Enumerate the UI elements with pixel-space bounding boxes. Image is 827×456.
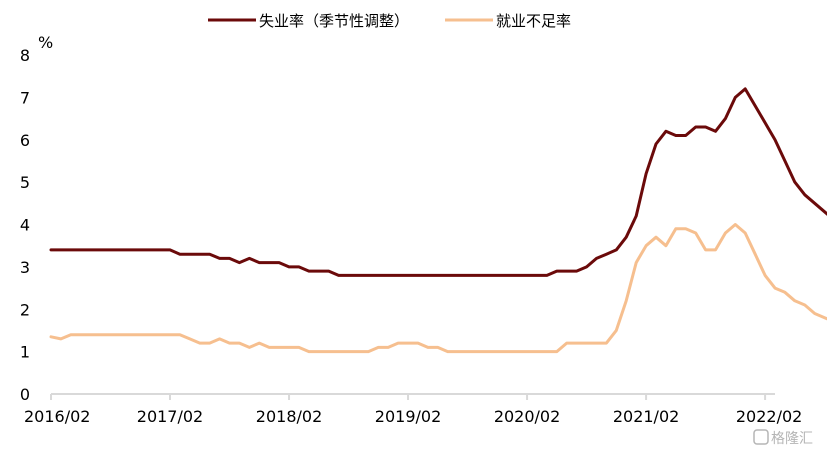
x-axis: 2016/02 2017/02 2018/02 2019/02 2020/02 2021/…: [24, 393, 802, 426]
series-line-underemployment: [49, 223, 827, 354]
y-tick-label: 7: [20, 88, 30, 107]
x-tick-label: 2020/02: [494, 407, 560, 426]
legend: 失业率（季节性调整） 就业不足率: [208, 12, 571, 30]
y-tick-label: 4: [20, 216, 30, 235]
series-layer: [49, 87, 827, 354]
y-tick-label: 1: [20, 343, 30, 362]
y-axis: 0 1 2 3 4 5 6 7 8: [20, 46, 30, 404]
x-tick-label: 2016/02: [24, 407, 90, 426]
y-tick-label: 5: [20, 173, 30, 192]
y-tick-label: 2: [20, 300, 30, 319]
x-tick-label: 2017/02: [137, 407, 203, 426]
y-tick-label: 0: [20, 385, 30, 404]
legend-label-unemployment: 失业率（季节性调整）: [259, 12, 409, 30]
watermark-logo: 格隆汇: [753, 429, 813, 447]
y-tick-label: 8: [20, 46, 30, 65]
x-tick-label: 2019/02: [375, 407, 441, 426]
x-tick-label: 2022/02: [736, 407, 802, 426]
watermark-text: 格隆汇: [771, 431, 813, 447]
series-line-unemployment: [49, 87, 827, 277]
y-tick-label: 3: [20, 258, 30, 277]
x-tick-label: 2021/02: [613, 407, 679, 426]
legend-label-underemployment: 就业不足率: [496, 12, 571, 30]
y-tick-label: 6: [20, 131, 30, 150]
y-unit-label: %: [38, 33, 53, 52]
x-tick-label: 2018/02: [256, 407, 322, 426]
watermark-icon: [753, 429, 769, 445]
